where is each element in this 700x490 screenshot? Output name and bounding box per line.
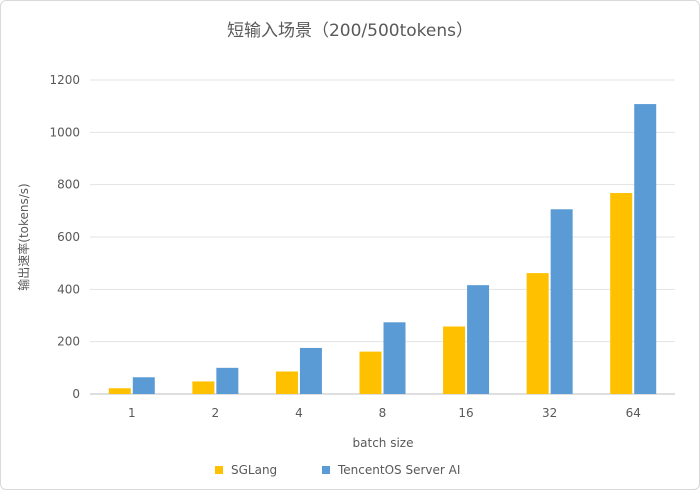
bar-tencentos-4 (299, 347, 322, 394)
y-tick-label: 600 (57, 230, 80, 244)
y-tick-label: 800 (57, 178, 80, 192)
bar-tencentos-1 (132, 377, 155, 394)
legend-swatch (322, 466, 330, 474)
bar-tencentos-2 (216, 367, 239, 394)
chart-title: 短输入场景（200/500tokens） (227, 21, 473, 41)
legend-label: SGLang (231, 463, 277, 477)
bar-tencentos-64 (634, 104, 657, 394)
bar-tencentos-32 (550, 209, 573, 394)
grid-lines (90, 79, 675, 395)
bar-sglang-16 (443, 326, 466, 394)
bars (108, 104, 657, 394)
x-tick-label: 32 (542, 406, 557, 420)
x-tick-label: 1 (128, 406, 136, 420)
bar-tencentos-16 (467, 285, 490, 394)
y-tick-label: 0 (72, 387, 80, 401)
x-tick-label: 16 (458, 406, 473, 420)
y-axis-ticks: 0 200 400 600 800 1000 1200 (49, 73, 80, 401)
y-tick-label: 1200 (49, 73, 80, 87)
legend-label: TencentOS Server AI (337, 463, 460, 477)
bar-sglang-32 (526, 273, 549, 394)
y-tick-label: 1000 (49, 125, 80, 139)
bar-sglang-4 (275, 371, 298, 394)
y-tick-label: 200 (57, 335, 80, 349)
x-tick-label: 8 (379, 406, 387, 420)
legend-swatch (215, 466, 223, 474)
bar-tencentos-8 (383, 322, 406, 394)
x-axis-label: batch size (353, 436, 414, 450)
x-tick-label: 64 (626, 406, 641, 420)
legend: SGLang TencentOS Server AI (215, 463, 460, 477)
x-tick-label: 4 (295, 406, 303, 420)
bar-sglang-64 (610, 193, 633, 394)
bar-sglang-2 (192, 381, 215, 394)
x-tick-label: 2 (212, 406, 220, 420)
bar-sglang-8 (359, 351, 382, 394)
y-axis-label: 输出速率(tokens/s) (16, 183, 31, 290)
bar-sglang-1 (108, 388, 131, 394)
x-axis-ticks: 1 2 4 8 16 32 64 (128, 406, 641, 420)
y-tick-label: 400 (57, 282, 80, 296)
